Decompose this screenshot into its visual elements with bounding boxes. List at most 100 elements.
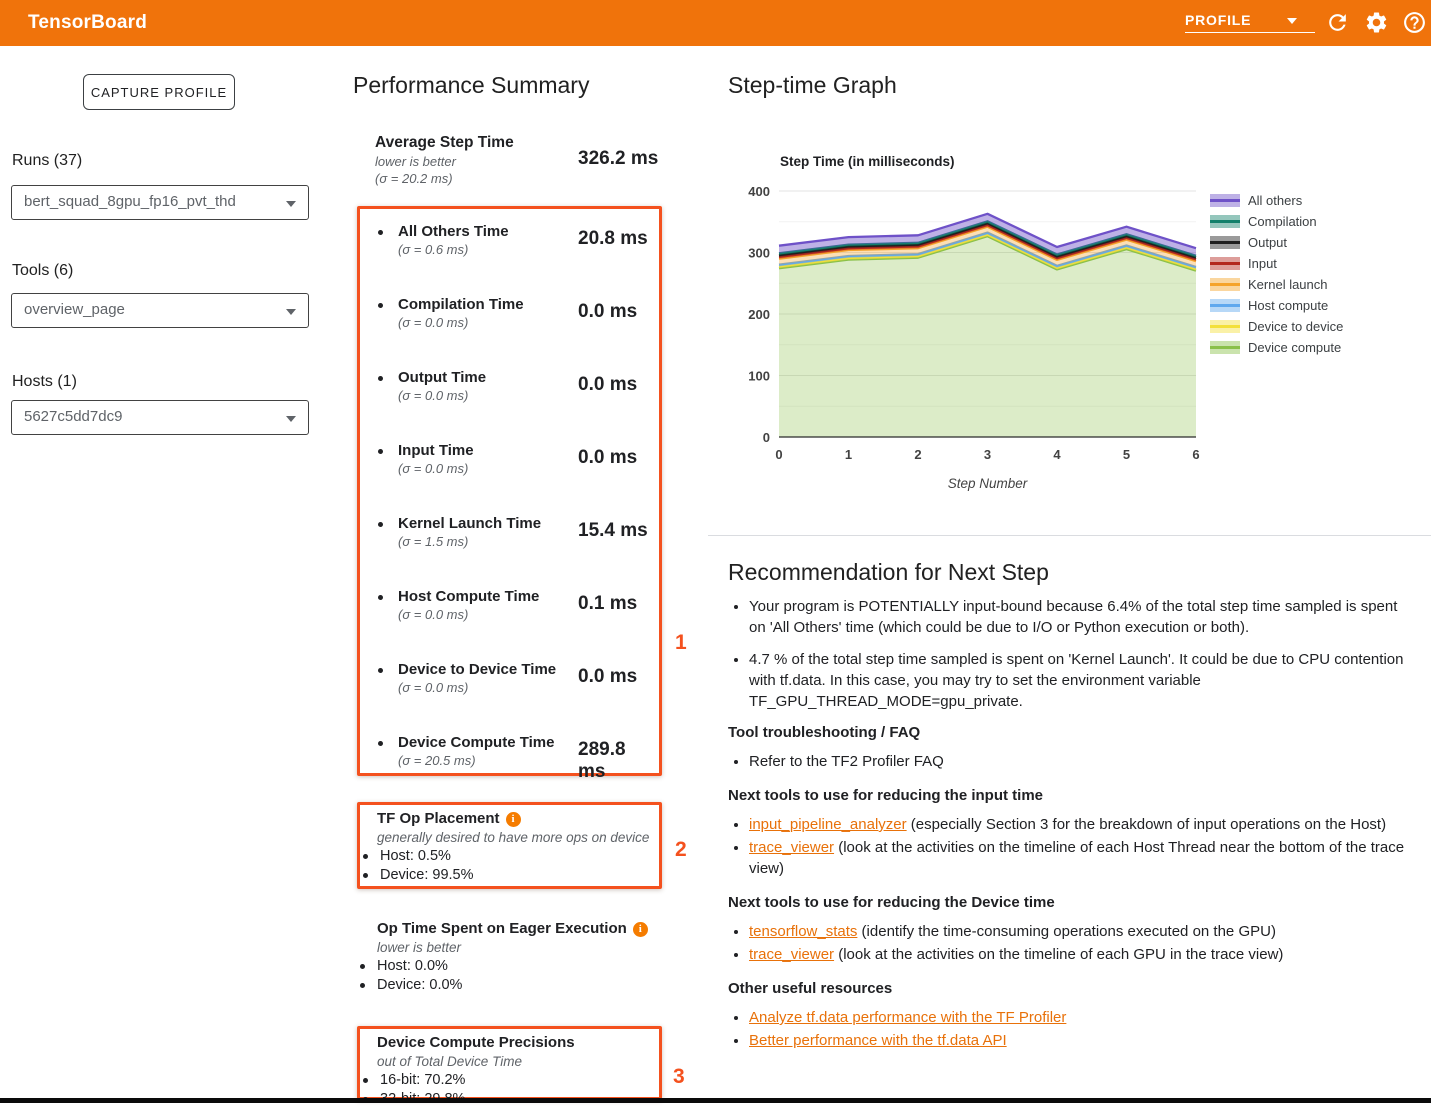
chart-legend: All othersCompilationOutputInputKernel l…: [1210, 190, 1343, 358]
step-time-chart: Step Time (in milliseconds)0100200300400…: [748, 146, 1248, 511]
average-step-time-value: 326.2 ms: [578, 148, 658, 170]
settings-icon[interactable]: [1364, 10, 1389, 35]
dashboard-selector[interactable]: PROFILE: [1185, 10, 1315, 33]
metric-row: Device Compute Time(σ = 20.5 ms)289.8 ms: [378, 734, 651, 780]
legend-swatch: [1210, 257, 1240, 270]
refresh-icon[interactable]: [1325, 10, 1350, 35]
rec-link[interactable]: trace_viewer: [749, 839, 834, 856]
list-item: Your program is POTENTIALLY input-bound …: [749, 596, 1411, 638]
bullet-icon: [378, 230, 383, 235]
metric-row: Output Time(σ = 0.0 ms)0.0 ms: [378, 369, 651, 415]
legend-label: Host compute: [1248, 298, 1328, 313]
list-item: input_pipeline_analyzer (especially Sect…: [749, 814, 1411, 835]
legend-line: [1210, 304, 1240, 307]
list-item: Better performance with the tf.data API: [749, 1030, 1411, 1051]
list-item: trace_viewer (look at the activities on …: [749, 944, 1411, 965]
metric-value: 20.8 ms: [578, 228, 648, 250]
app-title: TensorBoard: [28, 12, 147, 34]
rec-list: Analyze tf.data performance with the TF …: [728, 1007, 1411, 1051]
legend-label: Compilation: [1248, 214, 1317, 229]
metric-row: Device to Device Time(σ = 0.0 ms)0.0 ms: [378, 661, 651, 707]
selector-tools-value: overview_page: [24, 301, 125, 318]
right-panel: Step-time Graph Step Time (in millisecon…: [708, 46, 1431, 1098]
tf-op-placement-item: Device: 99.5%: [363, 866, 659, 885]
capture-profile-button[interactable]: CAPTURE PROFILE: [83, 74, 235, 110]
metric-row: Host Compute Time(σ = 0.0 ms)0.1 ms: [378, 588, 651, 634]
average-step-time-sigma: (σ = 20.2 ms): [375, 171, 453, 186]
dashboard-selector-value: PROFILE: [1185, 12, 1251, 28]
selector-label-tools: Tools (6): [12, 262, 73, 280]
rec-link[interactable]: Better performance with the tf.data API: [749, 1032, 1007, 1049]
performance-summary-title: Performance Summary: [353, 72, 589, 99]
rec-link[interactable]: input_pipeline_analyzer: [749, 816, 907, 833]
rec-link[interactable]: trace_viewer: [749, 946, 834, 963]
tensorboard-profile-page: TensorBoard PROFILE CAPTURE PROFILE Runs…: [0, 0, 1431, 1106]
window-bottom-edge: [0, 1098, 1431, 1103]
selector-tools-dropdown[interactable]: overview_page: [11, 293, 309, 328]
average-step-time-note: lower is better: [375, 154, 456, 169]
rec-list: Refer to the TF2 Profiler FAQ: [728, 751, 1411, 772]
list-item: Refer to the TF2 Profiler FAQ: [749, 751, 1411, 772]
bullet-icon: [363, 1078, 368, 1083]
selector-runs-value: bert_squad_8gpu_fp16_pvt_thd: [24, 193, 236, 210]
sidebar: CAPTURE PROFILE Runs (37) bert_squad_8gpu…: [0, 46, 331, 1098]
eager-execution-block: Op Time Spent on Eager Executioni lower …: [360, 919, 660, 995]
info-icon[interactable]: i: [506, 812, 521, 827]
legend-item: Output: [1210, 232, 1343, 253]
legend-swatch: [1210, 320, 1240, 333]
metric-row: All Others Time(σ = 0.6 ms)20.8 ms: [378, 223, 651, 269]
legend-item: All others: [1210, 190, 1343, 211]
average-step-time-label: Average Step Time: [375, 134, 514, 152]
performance-summary-panel: Performance Summary Average Step Time lo…: [330, 46, 709, 1098]
metric-value: 0.0 ms: [578, 374, 637, 396]
tf-op-placement-note: generally desired to have more ops on de…: [360, 829, 659, 847]
svg-text:5: 5: [1123, 447, 1130, 462]
svg-text:1: 1: [845, 447, 852, 462]
metric-value: 0.0 ms: [578, 301, 637, 323]
legend-label: Kernel launch: [1248, 277, 1328, 292]
tf-op-placement-text: Host: 0.5%: [380, 847, 451, 866]
rec-link[interactable]: Analyze tf.data performance with the TF …: [749, 1009, 1066, 1026]
legend-item: Kernel launch: [1210, 274, 1343, 295]
legend-swatch: [1210, 215, 1240, 228]
rec-link[interactable]: tensorflow_stats: [749, 923, 857, 940]
device-compute-precisions-title: Device Compute Precisions: [360, 1033, 659, 1053]
legend-swatch: [1210, 299, 1240, 312]
selector-hosts-value: 5627c5dd7dc9: [24, 408, 122, 425]
svg-text:400: 400: [748, 184, 770, 199]
eager-execution-item: Device: 0.0%: [360, 976, 660, 995]
bullet-icon: [363, 873, 368, 878]
annotation-1: 1: [675, 631, 687, 655]
list-item: Analyze tf.data performance with the TF …: [749, 1007, 1411, 1028]
bullet-icon: [360, 983, 365, 988]
legend-swatch: [1210, 194, 1240, 207]
metric-row: Kernel Launch Time(σ = 1.5 ms)15.4 ms: [378, 515, 651, 561]
selector-hosts-dropdown[interactable]: 5627c5dd7dc9: [11, 400, 309, 435]
legend-swatch: [1210, 341, 1240, 354]
info-icon[interactable]: i: [633, 922, 648, 937]
recommendation-card: Recommendation for Next Step Your progra…: [708, 535, 1431, 1098]
selector-label-runs: Runs (37): [12, 152, 82, 170]
metric-value: 0.1 ms: [578, 593, 637, 615]
legend-line: [1210, 220, 1240, 223]
eager-execution-item: Host: 0.0%: [360, 957, 660, 976]
rec-section-heading: Next tools to use for reducing the Devic…: [728, 893, 1411, 912]
chevron-down-icon: [1287, 18, 1297, 24]
help-icon[interactable]: [1402, 10, 1427, 35]
precision-text: 16-bit: 70.2%: [380, 1071, 465, 1090]
legend-item: Compilation: [1210, 211, 1343, 232]
eager-execution-text: Host: 0.0%: [377, 957, 448, 976]
svg-text:4: 4: [1053, 447, 1061, 462]
svg-text:Step Number: Step Number: [948, 476, 1028, 491]
selector-label-hosts: Hosts (1): [12, 373, 77, 391]
metric-row: Input Time(σ = 0.0 ms)0.0 ms: [378, 442, 651, 488]
metric-value: 0.0 ms: [578, 666, 637, 688]
selector-runs-dropdown[interactable]: bert_squad_8gpu_fp16_pvt_thd: [11, 185, 309, 220]
svg-text:0: 0: [763, 430, 770, 445]
legend-line: [1210, 346, 1240, 349]
dropdown-caret-icon: [286, 201, 296, 207]
svg-text:6: 6: [1192, 447, 1199, 462]
eager-execution-note: lower is better: [360, 939, 660, 957]
legend-line: [1210, 199, 1240, 202]
bullet-icon: [378, 595, 383, 600]
